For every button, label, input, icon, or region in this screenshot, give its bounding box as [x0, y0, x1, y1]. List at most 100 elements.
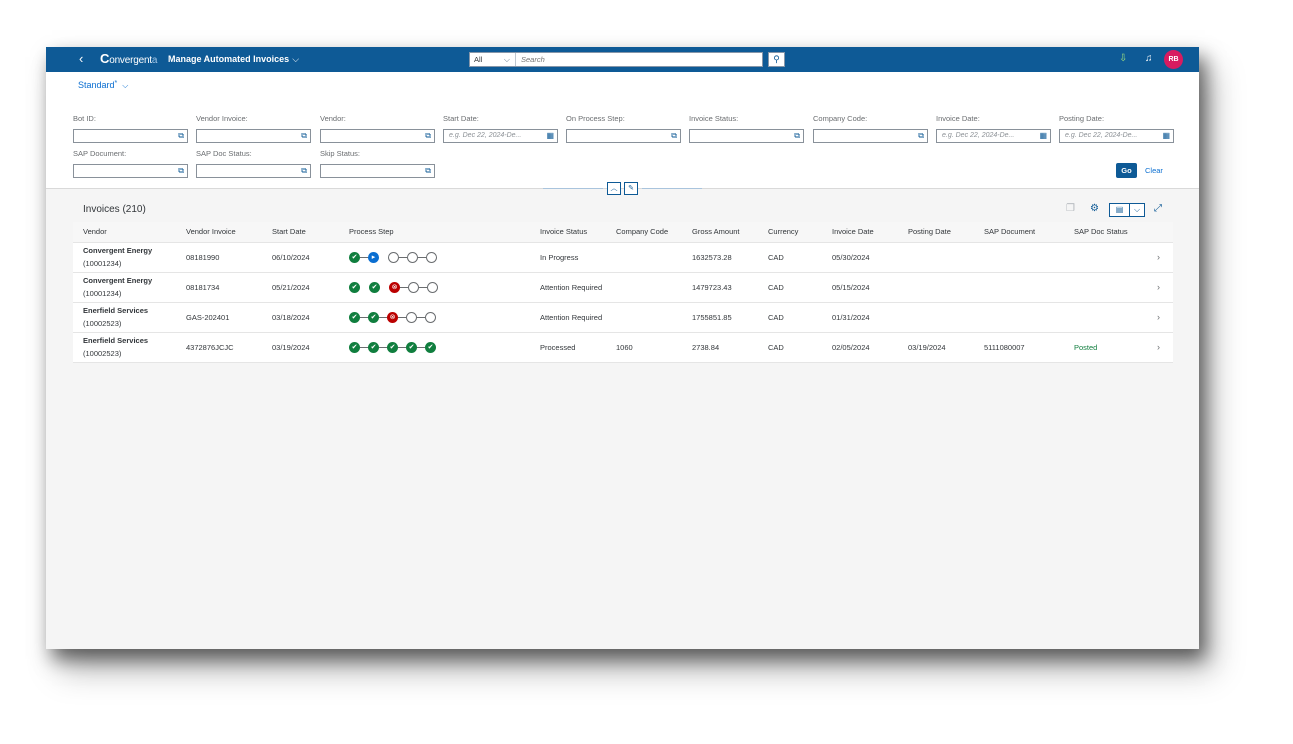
app-title-menu[interactable]: Manage Automated Invoices ⌵ [168, 53, 299, 65]
chevron-right-icon[interactable]: › [1157, 302, 1173, 333]
col-currency[interactable]: Currency [768, 222, 832, 243]
col-navigation [1157, 222, 1173, 243]
col-gross-amount[interactable]: Gross Amount [692, 222, 768, 243]
process-step-input[interactable]: ⧉ [566, 129, 681, 143]
divider-right [642, 188, 702, 189]
filter-vendor-invoice: Vendor Invoice: ⧉ [196, 114, 311, 143]
process-step-cell: ✔ ✔ ⊗ [349, 272, 540, 303]
search-input[interactable] [516, 53, 756, 66]
invoice-status-input[interactable]: ⧉ [689, 129, 804, 143]
user-avatar[interactable]: RB [1164, 50, 1183, 69]
value-help-icon[interactable]: ⧉ [425, 166, 431, 175]
value-help-icon[interactable]: ⧉ [301, 131, 307, 140]
chevron-right-icon[interactable]: › [1157, 272, 1173, 303]
gross-amount-cell: 1755851.85 [692, 302, 768, 333]
vendor-invoice-input[interactable]: ⧉ [196, 129, 311, 143]
copy-icon[interactable]: ❐ [1066, 203, 1075, 214]
calendar-icon[interactable]: ▦ [1162, 131, 1170, 140]
col-sap-doc-status[interactable]: SAP Doc Status [1074, 222, 1157, 243]
filter-vendor: Vendor: ⧉ [320, 114, 435, 143]
posting-date-input[interactable]: e.g. Dec 22, 2024-De... ▦ [1059, 129, 1174, 143]
back-button[interactable]: ‹ [79, 51, 84, 66]
sap-doc-status-input[interactable]: ⧉ [196, 164, 311, 178]
col-vendor[interactable]: Vendor [73, 222, 183, 243]
search-button[interactable]: ⚲ [768, 52, 785, 67]
value-help-icon[interactable]: ⧉ [301, 166, 307, 175]
notification-bell-icon[interactable]: ♫ [1145, 53, 1153, 64]
vendor-input[interactable]: ⧉ [320, 129, 435, 143]
sap-doc-status-cell [1074, 242, 1157, 273]
vendor-invoice-cell: GAS-202401 [183, 302, 272, 333]
invoice-date-cell: 05/15/2024 [832, 272, 908, 303]
clear-button[interactable]: Clear [1145, 166, 1163, 175]
table-row[interactable]: Convergent Energy (10001234) 08181734 05/… [73, 272, 1173, 303]
filter-start-date: Start Date: e.g. Dec 22, 2024-De... ▦ [443, 114, 558, 143]
col-company-code[interactable]: Company Code [616, 222, 692, 243]
col-vendor-invoice[interactable]: Vendor Invoice [183, 222, 272, 243]
process-step-cell: ✔ ✔ ⊗ [349, 302, 540, 333]
value-help-icon[interactable]: ⧉ [794, 131, 800, 140]
download-icon[interactable]: ⇩ [1119, 53, 1128, 64]
sap-document-cell: 5111080007 [984, 332, 1074, 363]
skip-status-input[interactable]: ⧉ [320, 164, 435, 178]
search-scope-select[interactable]: All ⌵ [470, 53, 516, 66]
filter-sap-document: SAP Document: ⧉ [73, 149, 188, 178]
export-menu-button[interactable]: ▤ ⌵ [1109, 203, 1145, 217]
sap-doc-status-cell: Posted [1074, 332, 1157, 363]
invoice-status-cell: In Progress [540, 242, 616, 273]
table-header-row: Vendor Vendor Invoice Start Date Process… [73, 222, 1173, 243]
process-step-cell: ✔ ✔ ✔ ✔ ✔ [349, 332, 540, 363]
table-row[interactable]: Enerfield Services (10002523) GAS-202401 … [73, 302, 1173, 333]
col-start-date[interactable]: Start Date [272, 222, 349, 243]
chevron-right-icon[interactable]: › [1157, 332, 1173, 363]
go-button[interactable]: Go [1116, 163, 1137, 178]
step-error-icon: ⊗ [389, 281, 400, 293]
value-help-icon[interactable]: ⧉ [918, 131, 924, 140]
company-code-cell [616, 242, 692, 273]
col-invoice-date[interactable]: Invoice Date [832, 222, 908, 243]
export-icon[interactable]: ▤ [1110, 204, 1130, 216]
bot-id-input[interactable]: ⧉ [73, 129, 188, 143]
vendor-cell: Enerfield Services (10002523) [73, 332, 183, 363]
value-help-icon[interactable]: ⧉ [425, 131, 431, 140]
gross-amount-cell: 1479723.43 [692, 272, 768, 303]
col-process-step[interactable]: Process Step [349, 222, 540, 243]
invoice-date-input[interactable]: e.g. Dec 22, 2024-De... ▦ [936, 129, 1051, 143]
currency-cell: CAD [768, 302, 832, 333]
invoice-date-cell: 05/30/2024 [832, 242, 908, 273]
value-help-icon[interactable]: ⧉ [178, 131, 184, 140]
pin-header-button[interactable]: ✎ [624, 182, 638, 195]
table-row[interactable]: Enerfield Services (10002523) 4372876JCJC… [73, 332, 1173, 363]
chevron-down-icon: ⌵ [503, 55, 510, 64]
company-code-cell [616, 302, 692, 333]
value-help-icon[interactable]: ⧉ [671, 131, 677, 140]
chevron-down-icon[interactable]: ⌵ [1133, 205, 1141, 214]
value-help-icon[interactable]: ⧉ [178, 166, 184, 175]
col-sap-document[interactable]: SAP Document [984, 222, 1074, 243]
search-icon: ⚲ [773, 54, 780, 64]
posting-date-cell [908, 242, 984, 273]
vendor-invoice-cell: 08181990 [183, 242, 272, 273]
step-pending-icon [388, 251, 399, 263]
sap-document-input[interactable]: ⧉ [73, 164, 188, 178]
settings-gear-icon[interactable]: ⚙ [1090, 203, 1099, 214]
calendar-icon[interactable]: ▦ [1039, 131, 1047, 140]
company-logo[interactable]: Convergenta [100, 51, 158, 67]
divider-left [543, 188, 603, 189]
company-code-input[interactable]: ⧉ [813, 129, 928, 143]
posting-date-cell [908, 302, 984, 333]
collapse-header-button[interactable]: ︿ [607, 182, 621, 195]
col-invoice-status[interactable]: Invoice Status [540, 222, 616, 243]
col-posting-date[interactable]: Posting Date [908, 222, 984, 243]
table-row[interactable]: Convergent Energy (10001234) 08181990 06/… [73, 242, 1173, 273]
filter-bot-id: Bot ID: ⧉ [73, 114, 188, 143]
start-date-cell: 06/10/2024 [272, 242, 349, 273]
fullscreen-icon[interactable]: ⤢ [1154, 203, 1162, 214]
step-in-progress-icon: ▸ [368, 251, 379, 263]
chevron-right-icon[interactable]: › [1157, 242, 1173, 273]
step-complete-icon: ✔ [387, 341, 398, 353]
start-date-input[interactable]: e.g. Dec 22, 2024-De... ▦ [443, 129, 558, 143]
calendar-icon[interactable]: ▦ [546, 131, 554, 140]
variant-selector[interactable]: Standard* ⌵ [78, 80, 129, 90]
invoices-table: Vendor Vendor Invoice Start Date Process… [73, 222, 1173, 363]
